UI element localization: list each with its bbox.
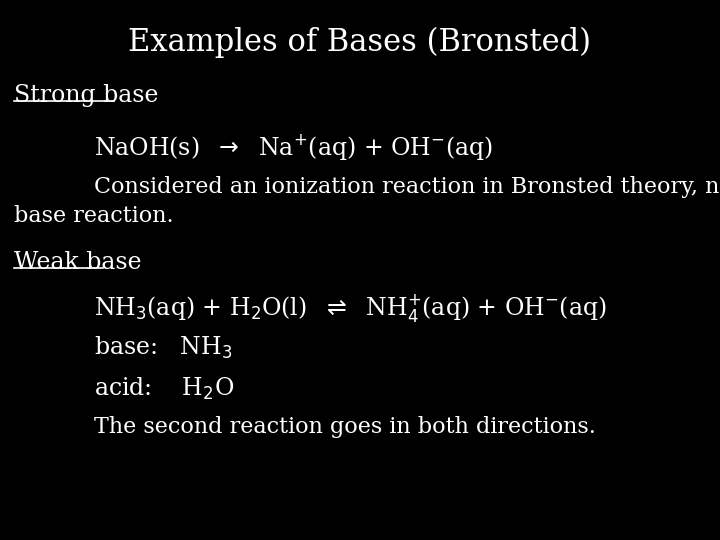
Text: Weak base: Weak base (14, 251, 142, 274)
Text: Considered an ionization reaction in Bronsted theory, not an acid-: Considered an ionization reaction in Bro… (94, 176, 720, 198)
Text: NaOH(s)  $\rightarrow$  Na$^{+}$(aq) + OH$^{-}$(aq): NaOH(s) $\rightarrow$ Na$^{+}$(aq) + OH$… (94, 132, 492, 163)
Text: NH$_{3}$(aq) + H$_{2}$O(l)  $\rightleftharpoons$  NH$_{4}^{+}$(aq) + OH$^{-}$(aq: NH$_{3}$(aq) + H$_{2}$O(l) $\rightleftha… (94, 292, 606, 323)
Text: base reaction.: base reaction. (14, 205, 174, 227)
Text: base:   NH$_{3}$: base: NH$_{3}$ (94, 335, 232, 361)
Text: The second reaction goes in both directions.: The second reaction goes in both directi… (94, 416, 595, 438)
Text: acid:    H$_{2}$O: acid: H$_{2}$O (94, 375, 234, 402)
Text: Examples of Bases (Bronsted): Examples of Bases (Bronsted) (128, 27, 592, 58)
Text: Strong base: Strong base (14, 84, 159, 107)
